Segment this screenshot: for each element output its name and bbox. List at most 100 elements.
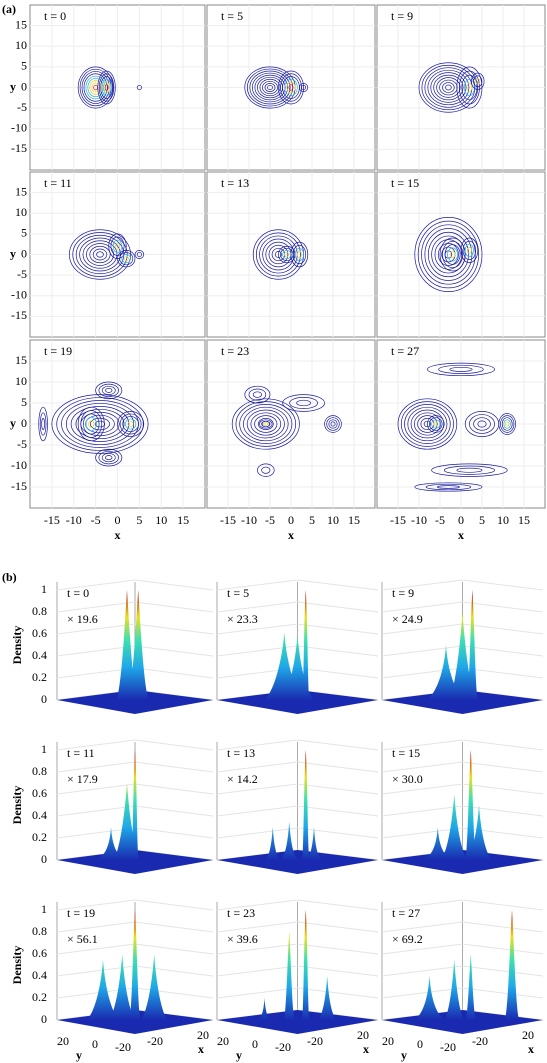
frame-time: t = 23	[227, 906, 255, 920]
grid-line	[134, 943, 214, 955]
contour	[404, 404, 451, 444]
x-tick-label: 20	[522, 1028, 534, 1042]
peak	[463, 805, 495, 862]
contour	[77, 66, 114, 109]
grid-line	[462, 805, 544, 817]
grid-line	[297, 739, 379, 751]
contour	[423, 420, 432, 428]
y-tick-label: -10	[11, 288, 27, 302]
contour	[85, 416, 97, 432]
contour	[328, 419, 338, 429]
grid-line	[297, 805, 379, 817]
contour	[257, 463, 275, 477]
y-tick-label: -15	[11, 479, 27, 493]
z-tick-label: 0.2	[32, 830, 47, 844]
y-tick-label: 5	[21, 395, 27, 409]
contour	[231, 398, 300, 450]
grid-line	[134, 579, 214, 591]
z-tick-label: 1	[41, 902, 47, 916]
x-tick-label: 10	[327, 513, 339, 527]
floor	[217, 1010, 378, 1034]
grid-line	[381, 965, 463, 977]
z-tick-label: 0.8	[32, 604, 47, 618]
grid-line	[381, 601, 463, 613]
frame-time: t = 15	[392, 746, 420, 760]
frame-scale: × 56.1	[67, 932, 98, 946]
frame-time: t = 19	[44, 344, 72, 358]
grid-line	[134, 783, 214, 795]
grid-line	[216, 943, 298, 955]
contour	[427, 415, 445, 433]
contour	[127, 421, 134, 427]
contour	[500, 415, 515, 433]
contour	[477, 420, 487, 428]
grid-line	[381, 783, 463, 795]
x-axis-label: x	[458, 528, 464, 542]
contour	[447, 247, 458, 262]
grid-line	[216, 739, 298, 751]
contour	[418, 62, 479, 113]
grid-line	[134, 623, 214, 635]
peak	[244, 998, 285, 1022]
peak	[315, 976, 340, 1022]
contour	[121, 254, 131, 264]
contour	[70, 406, 130, 442]
contour	[98, 383, 119, 398]
z-tick-label: 0.6	[32, 626, 47, 640]
x-tick-label: -5	[435, 513, 445, 527]
contour	[434, 239, 463, 270]
contour	[136, 85, 142, 90]
contour	[100, 76, 113, 99]
frame-scale: × 24.9	[392, 612, 423, 626]
y-tick-label: -5	[17, 100, 27, 114]
contour	[41, 418, 45, 430]
contour	[473, 417, 491, 431]
contour	[92, 248, 108, 261]
contour	[290, 241, 309, 268]
contour	[125, 418, 137, 430]
contour	[134, 250, 145, 259]
y-tick-label: 20	[217, 1034, 229, 1048]
grid-line	[56, 739, 136, 751]
z-tick-label: 0.8	[32, 764, 47, 778]
contour	[417, 220, 479, 289]
grid-line	[297, 761, 379, 773]
y-tick-label: -5	[17, 267, 27, 281]
contour	[263, 422, 269, 426]
contour	[433, 74, 464, 101]
y-axis-label: y	[10, 416, 16, 430]
x-tick-label: 10	[155, 513, 167, 527]
x-tick-label: 5	[309, 513, 315, 527]
grid-line	[216, 623, 298, 635]
grid-line	[297, 667, 379, 679]
x-tick-label: -10	[66, 513, 82, 527]
peak	[301, 590, 310, 702]
z-tick-label: 0.2	[32, 990, 47, 1004]
peak	[111, 783, 143, 862]
contour	[56, 397, 144, 451]
grid-line	[462, 623, 544, 635]
contour	[90, 417, 110, 431]
grid-line	[216, 805, 298, 817]
y-axis-label: y	[10, 246, 16, 260]
peak	[83, 959, 123, 1022]
grid-line	[56, 921, 136, 933]
peak	[409, 976, 450, 1022]
frame-time: t = 5	[221, 9, 243, 23]
peak	[277, 634, 318, 702]
contour	[262, 80, 278, 95]
contour	[246, 68, 294, 107]
grid-line	[56, 899, 136, 911]
peak	[413, 827, 462, 862]
grid-line	[216, 987, 298, 999]
contour	[466, 83, 473, 92]
grid-line	[462, 965, 544, 977]
contour	[413, 412, 441, 436]
contour	[460, 237, 479, 264]
contour	[83, 413, 100, 435]
contour	[444, 244, 461, 265]
grid-line	[216, 899, 298, 911]
peak	[464, 750, 477, 862]
contour	[249, 70, 291, 105]
contour	[101, 385, 116, 395]
